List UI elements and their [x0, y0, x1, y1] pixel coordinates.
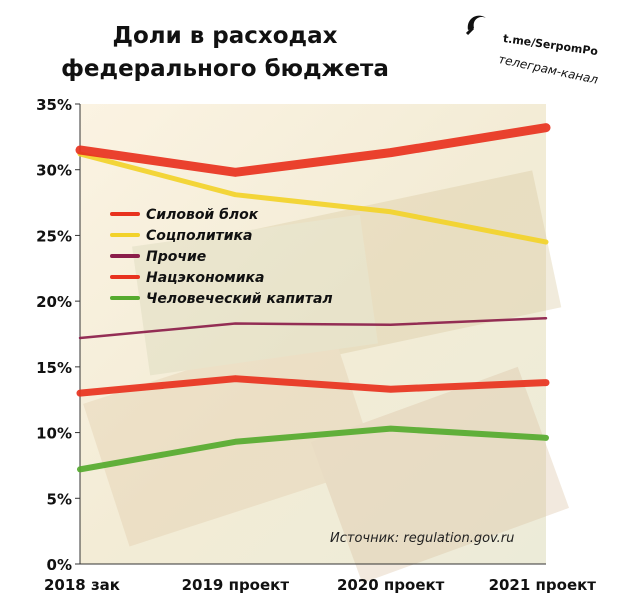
plot-background — [80, 104, 546, 564]
series-line — [77, 425, 549, 473]
y-tick-label: 30% — [36, 162, 72, 180]
x-tick-label: 2018 зак — [44, 576, 120, 594]
chart-title: Доли в расходах федерального бюджета — [60, 20, 390, 86]
series-line — [78, 316, 548, 340]
y-tick-label: 25% — [36, 227, 72, 245]
legend-label: Человеческий капитал — [146, 291, 333, 307]
title-line-2: федерального бюджета — [61, 56, 389, 82]
x-tick-label: 2021 проект — [489, 576, 597, 594]
legend-label: Нацэкономика — [146, 270, 264, 286]
y-tick-label: 20% — [36, 293, 72, 311]
y-tick-label: 15% — [36, 359, 72, 377]
legend-label: Соцполитика — [146, 228, 253, 244]
series-line — [75, 123, 551, 177]
y-tick-label: 35% — [36, 96, 72, 114]
y-tick-label: 10% — [36, 425, 72, 443]
series-line — [76, 375, 550, 397]
title-line-1: Доли в расходах — [112, 23, 338, 49]
source-note: Источник: regulation.gov.ru — [330, 531, 514, 546]
sickle-logo-icon — [465, 15, 486, 36]
x-tick-label: 2019 проект — [182, 576, 290, 594]
y-tick-label: 0% — [47, 556, 72, 574]
y-tick-label: 5% — [47, 490, 72, 508]
brand-stamp: t.me/SerpomPo телеграм-канал — [460, 6, 610, 106]
x-tick-label: 2020 проект — [337, 576, 445, 594]
legend-label: Прочие — [146, 249, 206, 265]
series-line — [77, 151, 549, 245]
banknote-watermark — [83, 170, 570, 584]
legend-label: Силовой блок — [146, 207, 259, 223]
